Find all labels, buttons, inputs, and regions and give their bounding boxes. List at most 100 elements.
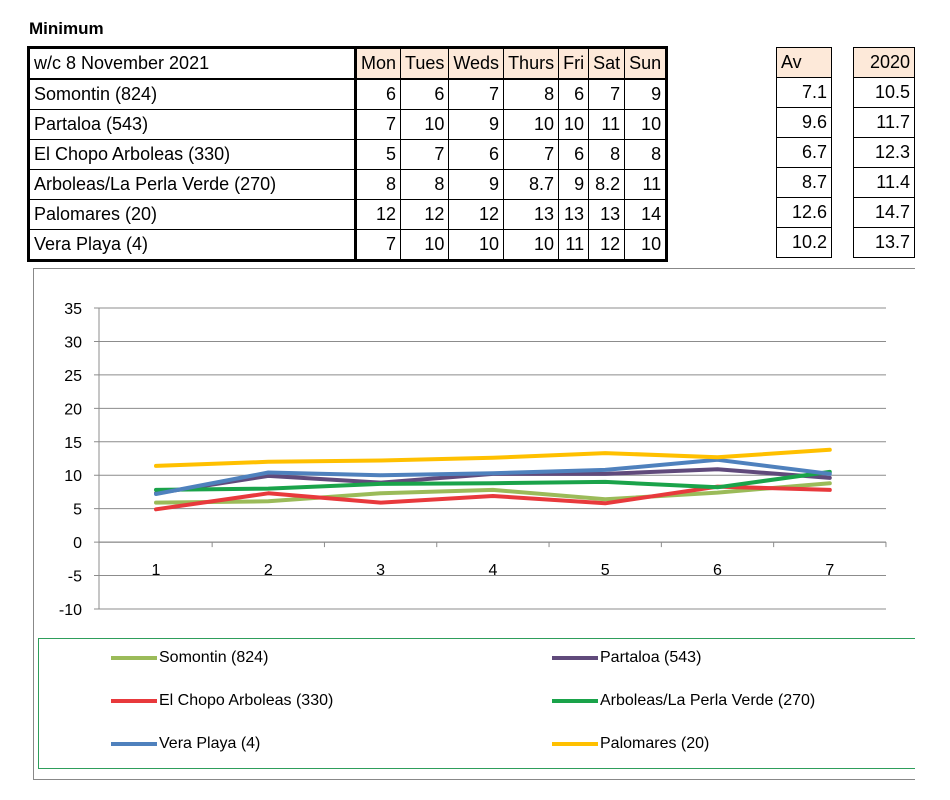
legend-swatch [111, 742, 157, 746]
av-cell: 9.6 [776, 107, 832, 138]
legend-label: Palomares (20) [600, 735, 710, 752]
previous-year-table: 2020 10.5 11.7 12.3 11.4 14.7 13.7 [853, 47, 915, 258]
av-cell: 7.1 [776, 77, 832, 108]
table-cell: 13 [558, 199, 590, 230]
table-cell: 10 [503, 229, 560, 261]
table-cell: 8 [624, 139, 668, 170]
table-cell: 8 [503, 78, 560, 110]
table-cell: 10 [503, 109, 560, 140]
legend-swatch [111, 656, 157, 660]
table-cell: 10 [624, 109, 668, 140]
table-cell: 8.7 [503, 169, 560, 200]
table-row: Somontin (824) 6 6 7 8 6 7 9 [28, 78, 668, 110]
table-cell: 6 [558, 78, 590, 110]
table-row: Arboleas/La Perla Verde (270) 8 8 9 8.7 … [28, 169, 668, 200]
x-tick-label: 1 [152, 562, 161, 579]
table-cell: 8 [400, 169, 450, 200]
place-name: Somontin (824) [28, 78, 357, 110]
table-cell: 7 [448, 78, 505, 110]
x-tick-label: 7 [825, 562, 834, 579]
y-tick-label: 15 [64, 435, 82, 452]
legend-label: El Chopo Arboleas (330) [159, 692, 334, 709]
legend-entry: Somontin (824) [111, 649, 268, 667]
legend-swatch [552, 656, 598, 660]
temperature-table: w/c 8 November 2021 Mon Tues Weds Thurs … [27, 46, 669, 262]
day-header: Mon [354, 47, 402, 80]
legend-swatch [111, 699, 157, 703]
line-chart: -10 -5 0 5 10 15 20 25 30 35 1 2 3 4 5 6 7 [59, 301, 887, 619]
table-cell: 5 [354, 139, 402, 170]
y-tick-label: -10 [59, 602, 82, 619]
table-cell: 10 [448, 229, 505, 261]
day-header: Sun [624, 47, 668, 80]
x-tick-label: 6 [713, 562, 722, 579]
table-cell: 8.2 [588, 169, 626, 200]
y-tick-label: 5 [73, 502, 82, 519]
day-header: Weds [448, 47, 505, 80]
av-cell: 10.2 [776, 227, 832, 258]
legend-entry: Partaloa (543) [552, 649, 701, 667]
week-label: w/c 8 November 2021 [28, 47, 357, 80]
x-tick-label: 2 [264, 562, 273, 579]
table-header-row: w/c 8 November 2021 Mon Tues Weds Thurs … [28, 47, 668, 80]
place-name: Partaloa (543) [28, 109, 357, 140]
chart-legend: Somontin (824) Partaloa (543) El Chopo Arb… [38, 638, 915, 769]
table-cell: 6 [448, 139, 505, 170]
y-tick-label: 35 [64, 301, 82, 318]
table-cell: 10 [558, 109, 590, 140]
year-cell: 11.4 [853, 167, 915, 198]
table-cell: 6 [400, 78, 450, 110]
table-cell: 7 [354, 229, 402, 261]
legend-swatch [552, 742, 598, 746]
table-cell: 11 [558, 229, 590, 261]
day-header: Thurs [503, 47, 560, 80]
y-tick-label: 10 [64, 468, 82, 485]
av-cell: 6.7 [776, 137, 832, 168]
day-header: Sat [588, 47, 626, 80]
average-table: Av 7.1 9.6 6.7 8.7 12.6 10.2 [776, 47, 832, 258]
legend-entry: El Chopo Arboleas (330) [111, 692, 333, 710]
place-name: Vera Playa (4) [28, 229, 357, 261]
table-cell: 10 [624, 229, 668, 261]
table-row: Palomares (20) 12 12 12 13 13 13 14 [28, 199, 668, 230]
place-name: Arboleas/La Perla Verde (270) [28, 169, 357, 200]
place-name: Palomares (20) [28, 199, 357, 230]
year-cell: 14.7 [853, 197, 915, 228]
year-cell: 11.7 [853, 107, 915, 138]
legend-swatch [552, 699, 598, 703]
table-row: Vera Playa (4) 7 10 10 10 11 12 10 [28, 229, 668, 261]
table-cell: 9 [448, 109, 505, 140]
table-cell: 8 [588, 139, 626, 170]
av-cell: 12.6 [776, 197, 832, 228]
table-cell: 14 [624, 199, 668, 230]
series-line [154, 481, 832, 505]
legend-entry: Vera Playa (4) [111, 735, 260, 753]
year-header: 2020 [853, 47, 915, 78]
table-cell: 10 [400, 229, 450, 261]
x-tick-label: 4 [488, 562, 497, 579]
table-cell: 11 [588, 109, 626, 140]
y-tick-label: 0 [73, 535, 82, 552]
series-line [154, 469, 832, 492]
table-cell: 12 [354, 199, 402, 230]
table-cell: 7 [503, 139, 560, 170]
chart-area: -10 -5 0 5 10 15 20 25 30 35 1 2 3 4 5 6 7 [33, 268, 915, 780]
table-cell: 11 [624, 169, 668, 200]
x-tick-label: 5 [601, 562, 610, 579]
legend-entry: Palomares (20) [552, 735, 709, 753]
page-heading: Minimum [29, 19, 104, 38]
y-tick-label: 25 [64, 368, 82, 385]
y-tick-label: 30 [64, 334, 82, 351]
table-cell: 8 [354, 169, 402, 200]
y-tick-label: -5 [68, 569, 82, 586]
legend-label: Somontin (824) [159, 649, 269, 666]
table-cell: 6 [354, 78, 402, 110]
x-tick-label: 3 [376, 562, 385, 579]
day-header: Fri [558, 47, 590, 80]
table-cell: 7 [400, 139, 450, 170]
table-row: Partaloa (543) 7 10 9 10 10 11 10 [28, 109, 668, 140]
table-cell: 9 [448, 169, 505, 200]
table-cell: 12 [448, 199, 505, 230]
table-cell: 12 [400, 199, 450, 230]
table-cell: 6 [558, 139, 590, 170]
